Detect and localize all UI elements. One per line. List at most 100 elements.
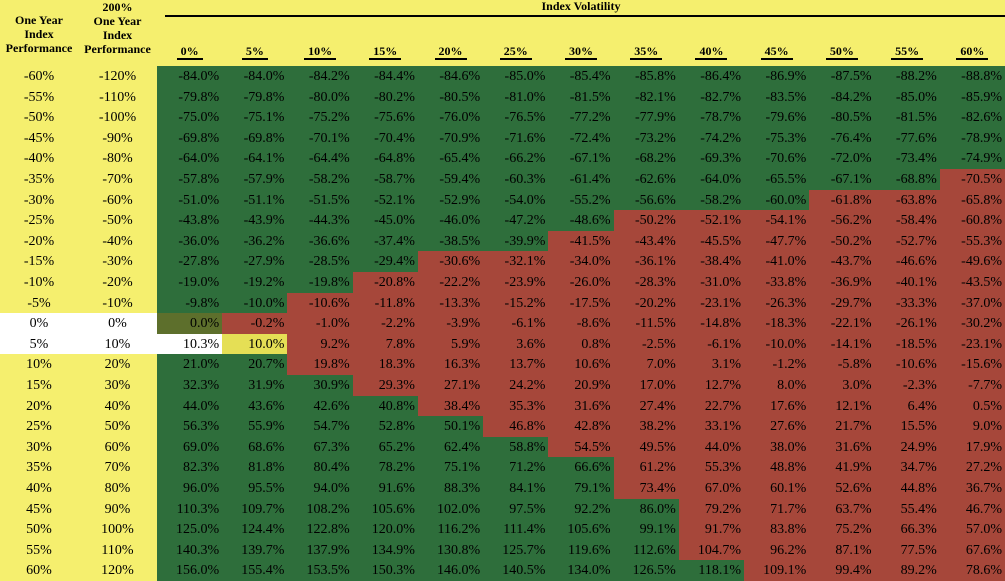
table-cell: 57.0% [939,519,1005,540]
table-cell: 99.1% [613,519,679,540]
table-cell: -3.9% [417,313,484,334]
table-cell: 21.0% [157,354,223,375]
index-volatility-title: Index Volatility [541,0,621,13]
table-cell: 99.4% [809,560,875,581]
table-cell: -74.2% [678,127,745,149]
table-cell: -56.2% [809,210,875,231]
table-cell: 21.7% [809,416,875,437]
table-cell: -29.4% [352,251,418,272]
table-cell: -27.9% [222,251,288,272]
table-cell: 17.9% [939,436,1005,458]
leveraged-performance-label: 30% [104,378,131,393]
table-cell: -76.0% [417,107,484,128]
table-cell: 78.2% [352,457,418,478]
table-cell: 0.0% [157,313,223,334]
table-cell: -47.7% [744,230,810,252]
table-cell: -70.5% [939,169,1005,190]
table-cell: -41.0% [744,251,810,272]
index-performance-label: -25% [23,213,55,229]
leveraged-performance-label: -60% [102,192,133,208]
table-cell: -5.8% [809,354,875,375]
table-row: 60% 120% 156.0% 155.4% 153.5% 150.3% 146.0% 140… [0,560,1005,581]
leveraged-performance-label: -120% [98,69,137,84]
table-cell: -1.0% [287,313,353,334]
leveraged-performance-label: -70% [102,172,133,187]
table-cell: -65.8% [939,189,1005,211]
table-cell: 54.5% [548,436,614,458]
table-cell: 116.2% [417,519,484,540]
table-cell: 60.1% [744,478,810,499]
table-cell: -65.5% [744,169,810,190]
table-cell: -38.5% [417,230,484,252]
table-cell: -58.4% [874,210,940,231]
table-cell: -72.4% [548,127,614,149]
table-cell: -70.6% [744,148,810,169]
table-cell: 58.8% [483,436,549,458]
table-cell: -37.4% [352,230,418,252]
table-row: 5% 10% 10.3% 10.0% 9.2% 7.8% 5.9% 3.6% 0.8% -2.5%… [0,333,1005,355]
table-cell: 50.1% [417,416,484,437]
table-cell: -49.6% [939,251,1005,272]
table-cell: 20.7% [222,354,288,375]
table-cell: 88.3% [417,478,484,499]
table-cell: 73.4% [613,478,679,499]
table-cell: -15.6% [939,354,1005,375]
table-row: -45% -90% -69.8% -69.8% -70.1% -70.4% -70.9% -7… [0,127,1005,149]
table-row: -30% -60% -51.0% -51.1% -51.5% -52.1% -52.9% -5… [0,189,1005,211]
table-cell: -34.0% [548,251,614,272]
table-cell: -43.4% [613,230,679,252]
table-cell: -20.2% [613,292,679,314]
index-performance-label: -20% [23,233,55,249]
table-cell: 55.3% [678,457,745,478]
table-cell: -36.2% [222,230,288,252]
table-cell: 54.7% [287,416,353,437]
table-cell: 105.6% [548,519,614,540]
table-cell: 46.8% [483,416,549,437]
table-cell: -46.6% [874,251,940,272]
table-row: 25% 50% 56.3% 55.9% 54.7% 52.8% 50.1% 46.8% 42.8… [0,416,1005,437]
table-cell: 49.5% [613,436,679,458]
table-cell: 83.8% [744,519,810,540]
table-cell: 126.5% [613,560,679,581]
table-cell: 78.6% [939,560,1005,581]
table-cell: -2.5% [613,333,679,355]
table-cell: -73.2% [613,127,679,149]
index-performance-label: -50% [23,110,55,126]
table-cell: 30.9% [287,375,353,396]
table-cell: -18.5% [874,333,940,355]
table-cell: -0.2% [222,313,288,334]
table-cell: 6.4% [874,395,940,417]
table-cell: -78.9% [939,127,1005,149]
table-cell: 140.3% [157,539,223,561]
table-cell: 44.0% [678,436,745,458]
table-cell: 140.5% [483,560,549,581]
table-cell: 134.0% [548,560,614,581]
table-cell: 111.4% [483,519,549,540]
table-cell: 27.2% [939,457,1005,478]
index-performance-label: 25% [26,419,52,435]
leveraged-performance-label: 90% [104,501,131,517]
table-cell: -69.8% [222,127,288,149]
table-cell: -39.9% [483,230,549,252]
volatility-header-3: 15% [353,44,418,60]
leveraged-performance-header: 200% One Year Index Performance [84,0,151,56]
table-cell: -86.9% [744,66,810,87]
table-cell: 137.9% [287,539,353,561]
table-cell: 3.1% [678,354,745,375]
table-cell: -6.1% [678,333,745,355]
table-cell: 20.9% [548,375,614,396]
table-row: 15% 30% 32.3% 31.9% 30.9% 29.3% 27.1% 24.2% 20.9… [0,375,1005,396]
table-cell: -61.4% [548,169,614,190]
table-cell: 52.6% [809,478,875,499]
table-cell: 61.2% [613,457,679,478]
table-cell: -10.6% [874,354,940,375]
index-performance-label: 50% [26,522,52,538]
table-cell: 134.9% [352,539,418,561]
table-cell: -84.2% [287,66,353,87]
table-cell: 105.6% [352,498,418,520]
leveraged-performance-label: -80% [102,151,133,167]
table-cell: -83.5% [744,86,810,108]
table-cell: 91.7% [678,519,745,540]
table-cell: -23.1% [939,333,1005,355]
table-cell: 87.1% [809,539,875,561]
